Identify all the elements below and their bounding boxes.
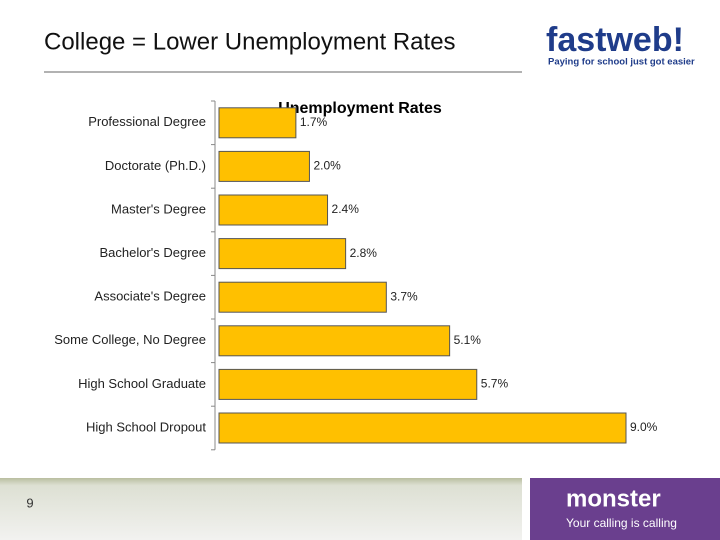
category-label: Some College, No Degree [54,332,206,347]
category-label: High School Dropout [86,419,206,434]
category-label: Doctorate (Ph.D.) [105,158,206,173]
bar [218,325,451,357]
category-label: Master's Degree [111,201,206,216]
monster-band [530,478,720,540]
fastweb-tagline: Paying for school just got easier [548,57,695,68]
value-label: 2.4% [332,202,360,216]
monster-tagline: Your calling is calling [566,516,677,530]
value-label: 2.8% [350,246,378,260]
fastweb-logo: fastweb! [546,21,684,59]
value-label: 3.7% [390,289,418,303]
chart-title: Unemployment Rates [278,100,442,117]
chart: Professional Degree 1.7% Doctorate (Ph.D.)… [54,100,658,451]
category-label: Bachelor's Degree [99,245,206,260]
footer-band [0,478,522,540]
slide-title: College = Lower Unemployment Rates [44,28,456,55]
value-label: 5.1% [454,333,482,347]
value-label: 9.0% [630,420,658,434]
monster-logo: monster [566,485,661,512]
category-label: Associate's Degree [94,289,206,304]
bar [218,412,627,444]
bar [218,368,478,400]
bar [218,150,310,182]
value-label: 2.0% [313,159,341,173]
bar [218,107,297,139]
bar [218,238,347,270]
page-number: 9 [26,495,33,510]
category-label: High School Graduate [78,376,206,391]
bar [218,281,387,313]
bar [218,194,329,226]
value-label: 1.7% [300,115,328,129]
category-label: Professional Degree [88,114,206,129]
value-label: 5.7% [481,377,509,391]
